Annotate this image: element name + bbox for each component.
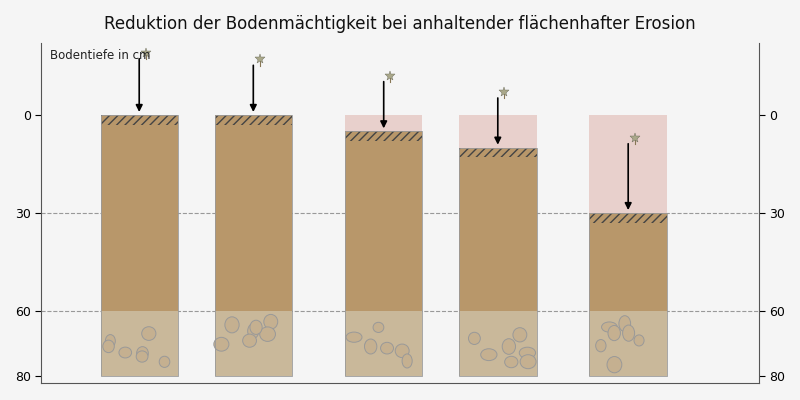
Ellipse shape bbox=[519, 347, 535, 358]
Bar bbox=[101, 115, 178, 376]
Bar bbox=[345, 131, 422, 141]
Ellipse shape bbox=[505, 356, 518, 368]
Bar bbox=[345, 311, 422, 376]
Ellipse shape bbox=[264, 314, 278, 329]
Bar bbox=[459, 115, 537, 376]
Ellipse shape bbox=[402, 354, 412, 368]
Ellipse shape bbox=[365, 340, 376, 350]
Bar bbox=[459, 148, 537, 157]
Ellipse shape bbox=[520, 355, 536, 369]
Ellipse shape bbox=[619, 316, 630, 332]
Ellipse shape bbox=[469, 332, 480, 344]
Bar bbox=[345, 131, 422, 311]
Bar bbox=[459, 311, 537, 376]
Ellipse shape bbox=[602, 322, 618, 332]
Bar bbox=[214, 115, 292, 125]
Bar bbox=[459, 115, 537, 164]
Ellipse shape bbox=[225, 317, 239, 333]
Bar bbox=[214, 115, 292, 131]
Ellipse shape bbox=[513, 328, 527, 342]
Ellipse shape bbox=[142, 327, 156, 340]
Bar bbox=[590, 115, 667, 376]
Bar bbox=[590, 213, 667, 311]
Ellipse shape bbox=[248, 324, 258, 338]
Bar bbox=[214, 115, 292, 376]
Bar bbox=[214, 115, 292, 376]
Bar bbox=[101, 115, 178, 311]
Ellipse shape bbox=[136, 351, 148, 362]
Bar bbox=[590, 213, 667, 223]
Bar bbox=[214, 311, 292, 376]
Ellipse shape bbox=[346, 332, 362, 342]
Ellipse shape bbox=[159, 356, 170, 368]
Ellipse shape bbox=[242, 334, 257, 347]
Ellipse shape bbox=[502, 339, 515, 354]
Bar bbox=[345, 115, 422, 148]
Bar bbox=[101, 115, 178, 125]
Bar bbox=[101, 311, 178, 376]
Ellipse shape bbox=[137, 347, 148, 360]
Ellipse shape bbox=[103, 340, 114, 353]
Ellipse shape bbox=[250, 320, 262, 334]
Ellipse shape bbox=[214, 337, 229, 351]
Bar bbox=[459, 148, 537, 376]
Ellipse shape bbox=[381, 342, 394, 354]
Ellipse shape bbox=[622, 325, 634, 341]
Bar bbox=[459, 148, 537, 311]
Ellipse shape bbox=[395, 344, 409, 358]
Ellipse shape bbox=[607, 356, 622, 373]
Ellipse shape bbox=[634, 335, 644, 346]
Ellipse shape bbox=[481, 349, 497, 361]
Bar bbox=[590, 213, 667, 376]
Bar bbox=[590, 115, 667, 213]
Ellipse shape bbox=[260, 327, 275, 342]
Ellipse shape bbox=[608, 326, 621, 341]
Ellipse shape bbox=[373, 322, 384, 332]
Bar bbox=[214, 115, 292, 311]
Ellipse shape bbox=[365, 339, 377, 354]
Ellipse shape bbox=[106, 334, 115, 347]
Bar bbox=[590, 311, 667, 376]
Ellipse shape bbox=[596, 340, 606, 352]
Bar bbox=[345, 115, 422, 376]
Text: Bodentiefe in cm: Bodentiefe in cm bbox=[50, 50, 150, 62]
Title: Reduktion der Bodenmächtigkeit bei anhaltender flächenhafter Erosion: Reduktion der Bodenmächtigkeit bei anhal… bbox=[104, 15, 696, 33]
Bar bbox=[345, 131, 422, 376]
Ellipse shape bbox=[119, 347, 132, 358]
